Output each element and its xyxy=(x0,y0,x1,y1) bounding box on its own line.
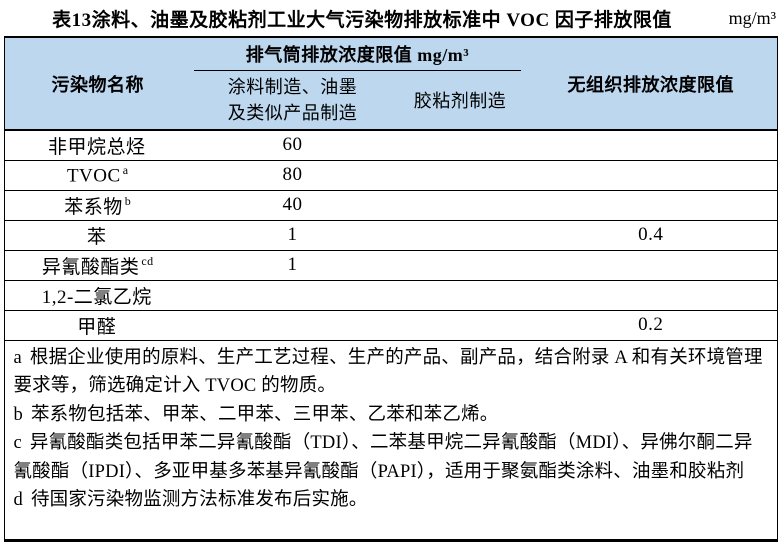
header-row-group: 污染物名称 排气筒排放浓度限值 mg/m³ 无组织排放浓度限值 xyxy=(5,37,777,95)
fugitive-value-cell xyxy=(525,160,777,190)
footnote: a 根据企业使用的原料、生产工艺过程、生产的产品、副产品，结合附录 A 和有关环境… xyxy=(13,344,768,401)
paint-value-cell xyxy=(190,310,395,340)
paint-value-cell: 40 xyxy=(282,194,303,215)
pollutant-sup: cd xyxy=(141,254,154,269)
footnote-label: a xyxy=(13,347,22,368)
header-fugitive-emission: 无组织排放浓度限值 xyxy=(567,74,734,95)
footnotes-section: a 根据企业使用的原料、生产工艺过程、生产的产品、副产品，结合附录 A 和有关环境… xyxy=(5,340,777,540)
pollutant-name: 苯系物 xyxy=(64,196,123,218)
pollutant-name-cell: TVOC a xyxy=(5,160,190,190)
adhesive-value-cell xyxy=(395,280,525,310)
footnote: d 待国家污染物监测方法标准发布后实施。 xyxy=(13,486,768,515)
footnote-text: 苯系物包括苯、甲苯、二甲苯、三甲苯、乙苯和苯乙烯。 xyxy=(30,404,499,425)
footnote-label: d xyxy=(13,490,23,510)
pollutant-name-cell: 甲醛 xyxy=(5,310,190,340)
header-col-paint-ink-line1: 涂料制造、油墨 xyxy=(227,77,358,97)
pollutant-name: 甲醛 xyxy=(77,316,117,338)
footnote-text: 待国家污染物监测方法标准发布后实施。 xyxy=(30,490,368,510)
header-col-paint-ink-line2: 及类似产品制造 xyxy=(227,103,358,123)
adhesive-value-cell xyxy=(395,220,525,250)
pollutant-sup: b xyxy=(124,194,132,209)
footnote-label: b xyxy=(13,404,23,425)
adhesive-value-cell xyxy=(395,250,525,280)
table-row: 非甲烷总烃 60 xyxy=(4,130,777,160)
paint-value-cell: 1 xyxy=(287,254,298,275)
fugitive-value-cell: 0.2 xyxy=(638,314,664,335)
adhesive-value-cell xyxy=(395,190,525,220)
table-caption: 表13涂料、油墨及胶粘剂工业大气污染物排放标准中 VOC 因子排放限值 mg/m… xyxy=(0,0,782,36)
footnote-label: c xyxy=(13,433,22,453)
pollutant-name-cell: 苯 xyxy=(5,220,190,250)
emission-limits-table: 污染物名称 排气筒排放浓度限值 mg/m³ 无组织排放浓度限值 涂料制造、油墨 … xyxy=(4,36,778,542)
pollutant-sup: a xyxy=(122,162,129,177)
unit-label: mg/m³ xyxy=(728,7,776,28)
pollutant-name-cell: 异氰酸酯类 cd xyxy=(5,250,190,280)
table-row: 苯系物 b 40 xyxy=(4,190,777,220)
header-stack-emission-label: 排气筒排放浓度限值 mg/m³ xyxy=(193,41,521,71)
adhesive-value-cell xyxy=(395,310,525,340)
table-row: 苯 1 0.4 xyxy=(4,220,777,250)
pollutant-name: 异氰酸酯类 xyxy=(41,256,140,278)
header-col-adhesive: 胶粘剂制造 xyxy=(413,91,507,111)
fugitive-value-cell xyxy=(525,250,777,280)
pollutant-name: 1,2-二氯乙烷 xyxy=(41,286,152,308)
paint-value-cell: 80 xyxy=(282,164,303,185)
pollutant-name: 非甲烷总烃 xyxy=(47,136,146,158)
header-pollutant-name: 污染物名称 xyxy=(51,74,144,95)
footnote: b 苯系物包括苯、甲苯、二甲苯、三甲苯、乙苯和苯乙烯。 xyxy=(13,401,768,430)
table-header: 污染物名称 排气筒排放浓度限值 mg/m³ 无组织排放浓度限值 涂料制造、油墨 … xyxy=(4,37,777,130)
footnotes-row: a 根据企业使用的原料、生产工艺过程、生产的产品、副产品，结合附录 A 和有关环境… xyxy=(5,340,777,540)
footnote: c 异氰酸酯类包括甲苯二异氰酸酯（TDI）、二苯基甲烷二异氰酸酯（MDI）、异佛尔… xyxy=(13,429,768,486)
adhesive-value-cell xyxy=(395,130,525,160)
fugitive-value-cell: 0.4 xyxy=(638,224,664,245)
header-col-paint-ink: 涂料制造、油墨 及类似产品制造 xyxy=(190,71,395,130)
page-title: 表13涂料、油墨及胶粘剂工业大气污染物排放标准中 VOC 因子排放限值 xyxy=(52,9,672,31)
table-body: 非甲烷总烃 60 TVOC a 80 苯系物 b 40 苯 1 0.4 异氰酸酯类 c… xyxy=(4,130,777,540)
pollutant-name-cell: 苯系物 b xyxy=(5,190,190,220)
table-row: 1,2-二氯乙烷 xyxy=(4,280,777,310)
header-row-subcolumns: 涂料制造、油墨 及类似产品制造 胶粘剂制造 xyxy=(4,71,777,130)
adhesive-value-cell xyxy=(395,160,525,190)
paint-value-cell xyxy=(190,280,395,310)
fugitive-value-cell xyxy=(525,130,777,160)
fugitive-value-cell xyxy=(525,280,777,310)
paint-value-cell: 1 xyxy=(287,224,298,245)
footnote-text: 根据企业使用的原料、生产工艺过程、生产的产品、副产品，结合附录 A 和有关环境管… xyxy=(13,347,763,397)
fugitive-value-cell xyxy=(525,190,777,220)
pollutant-name: TVOC xyxy=(66,165,121,187)
table-row: 异氰酸酯类 cd 1 xyxy=(4,250,777,280)
pollutant-name-cell: 非甲烷总烃 xyxy=(5,130,190,160)
footnote-text: 异氰酸酯类包括甲苯二异氰酸酯（TDI）、二苯基甲烷二异氰酸酯（MDI）、异佛尔酮… xyxy=(13,433,753,482)
table-row: 甲醛 0.2 xyxy=(4,310,777,340)
pollutant-name-cell: 1,2-二氯乙烷 xyxy=(5,280,190,310)
paint-value-cell: 60 xyxy=(282,134,303,156)
table-row: TVOC a 80 xyxy=(4,160,777,190)
header-stack-emission-group: 排气筒排放浓度限值 mg/m³ xyxy=(190,37,525,71)
pollutant-name: 苯 xyxy=(86,226,107,248)
